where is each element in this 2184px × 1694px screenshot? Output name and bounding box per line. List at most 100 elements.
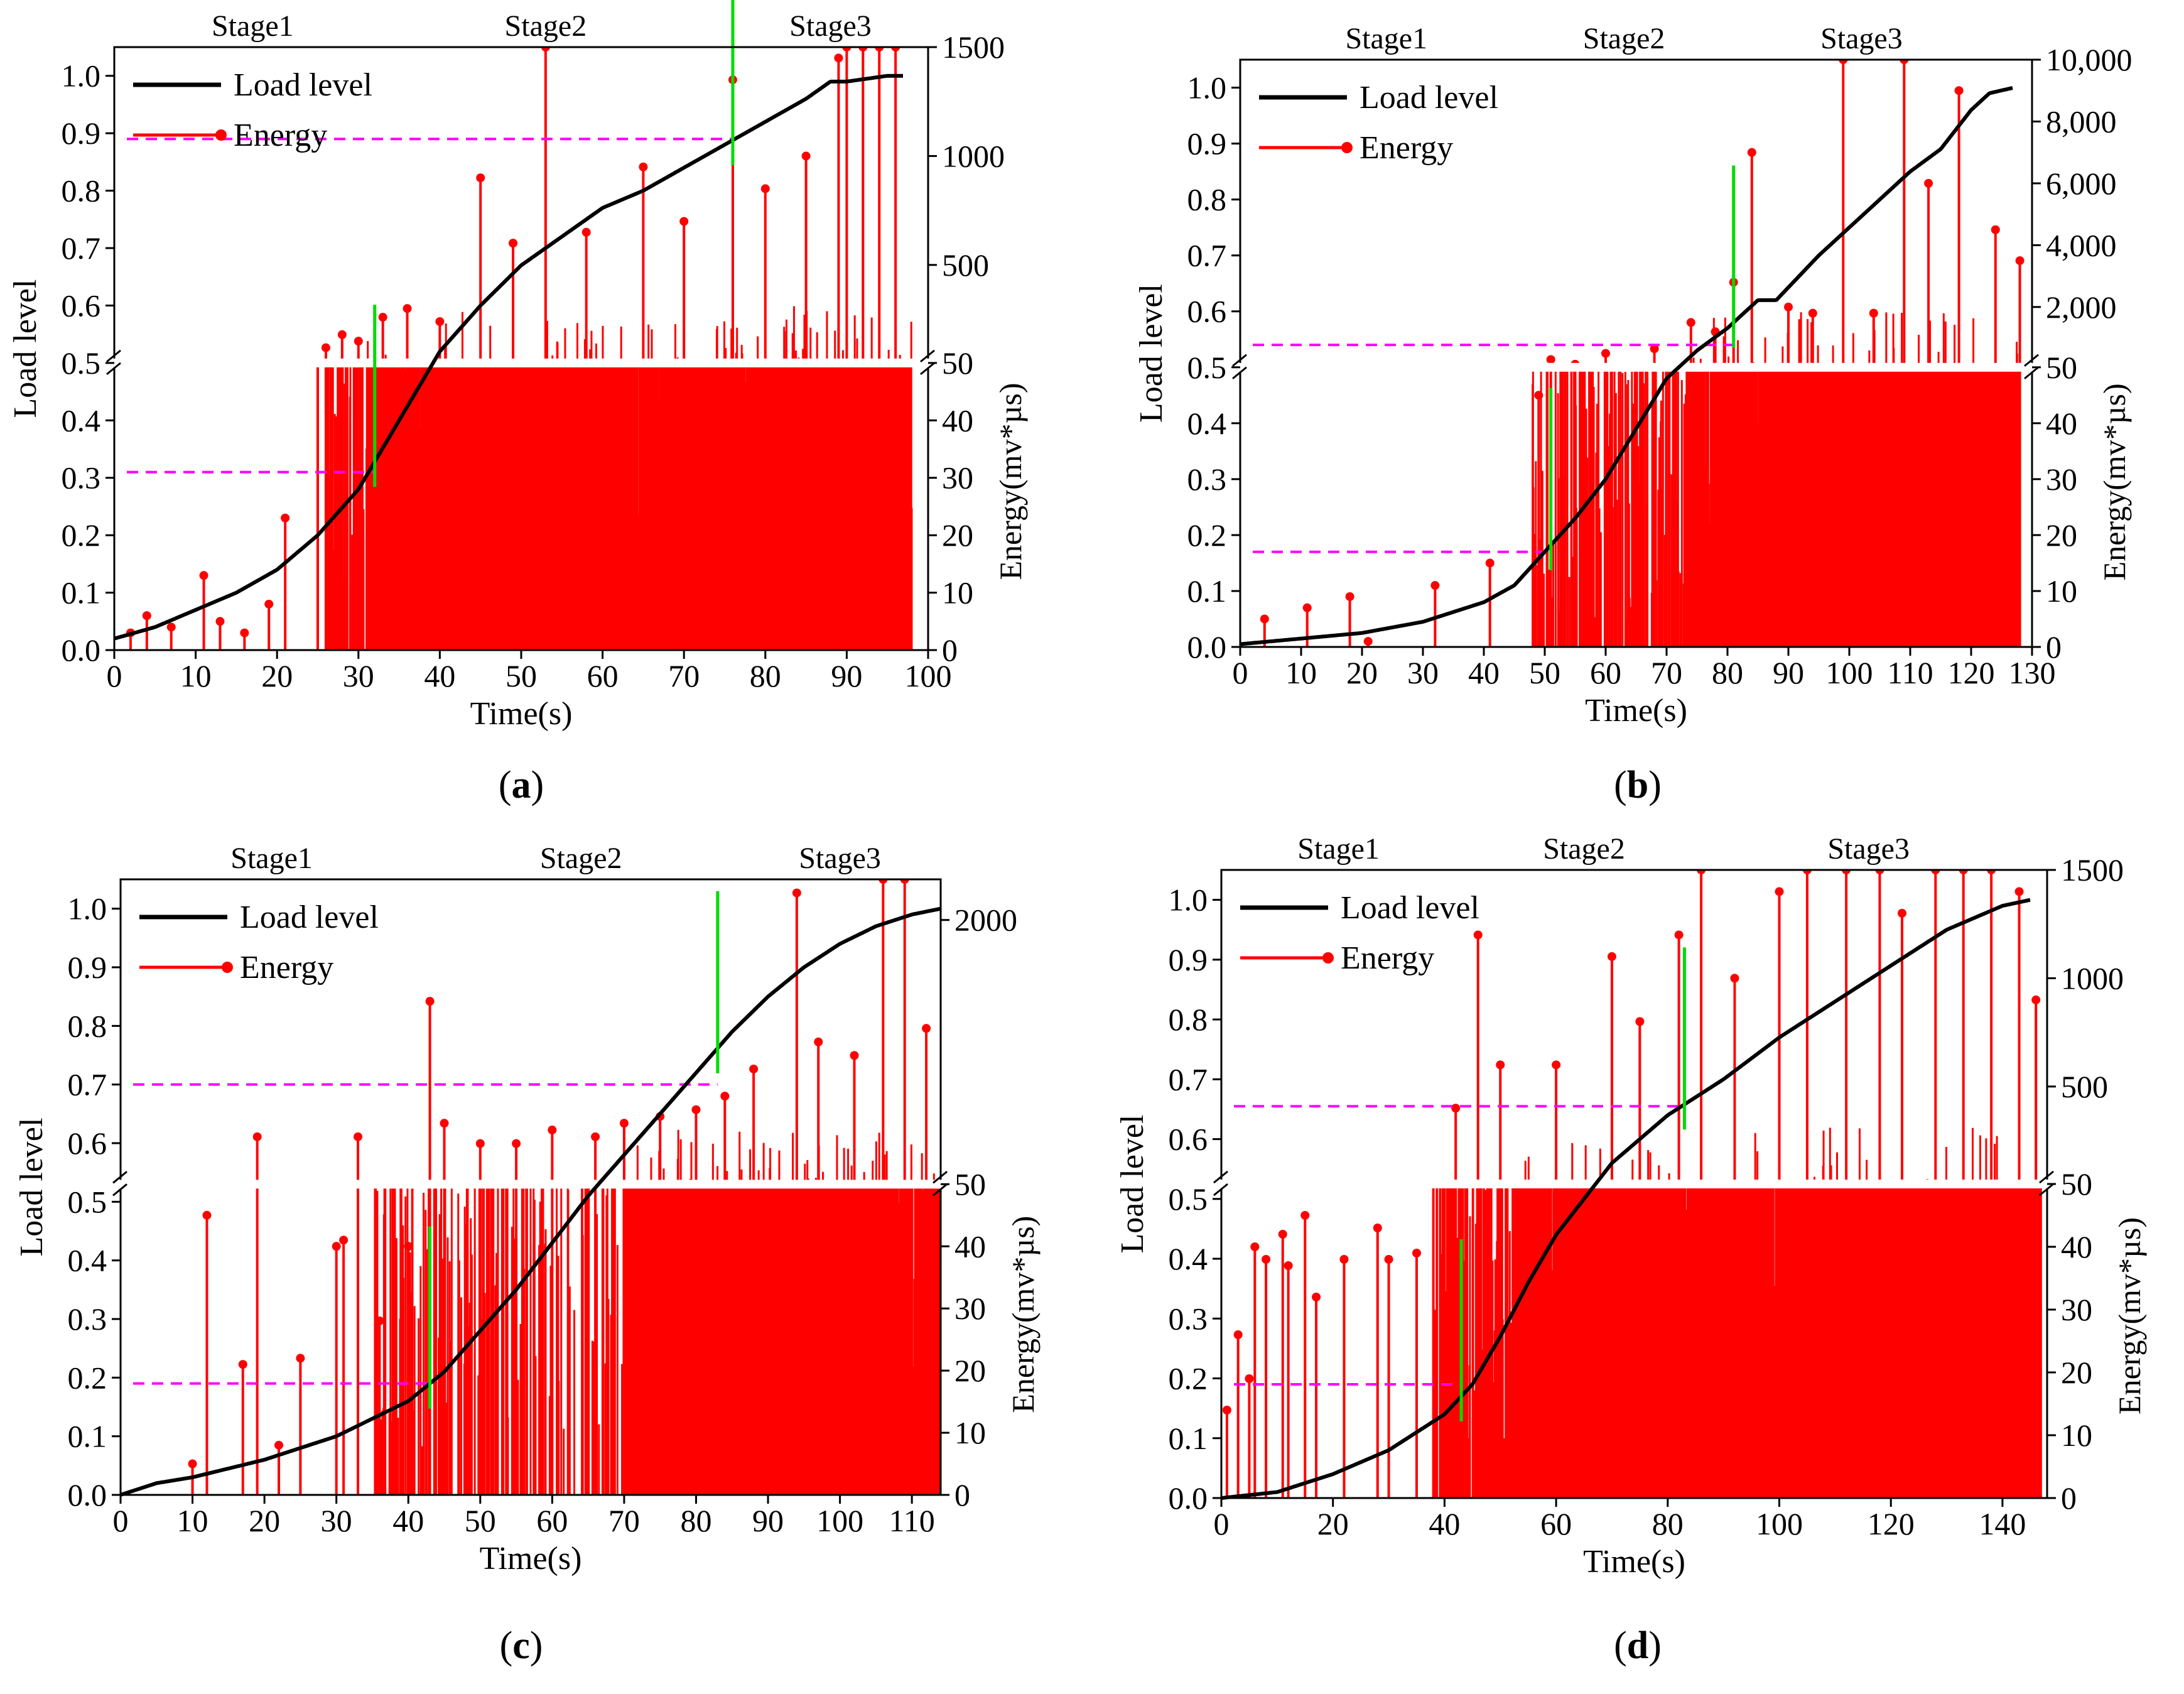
- y-tick-label-right: 20: [942, 518, 973, 553]
- caption-close-paren: ): [1648, 764, 1662, 806]
- y-tick-label-right-upper: 1000: [942, 138, 1005, 173]
- energy-point: [1784, 302, 1793, 312]
- y-tick-label-right: 0: [2061, 1480, 2077, 1516]
- energy-point: [1924, 178, 1933, 188]
- energy-point: [1363, 637, 1373, 646]
- energy-point: [1496, 1060, 1505, 1070]
- energy-point: [215, 617, 225, 626]
- energy-point: [332, 1242, 341, 1251]
- y-tick-label-right: 20: [954, 1353, 986, 1388]
- y-axis-label-right: Energy(mv*µs): [993, 383, 1028, 580]
- y-tick-label-left: 1.0: [1187, 70, 1227, 106]
- axis-break-band: [114, 358, 943, 367]
- energy-point: [1607, 952, 1616, 961]
- y-tick-label-left: 0.6: [1187, 294, 1227, 329]
- break-mark: [2024, 354, 2039, 367]
- energy-point: [691, 1105, 701, 1114]
- energy-point: [1897, 908, 1906, 918]
- energy-point: [142, 611, 151, 621]
- stage-label: Stage3: [789, 9, 872, 43]
- panel-caption: (d): [1614, 1624, 1662, 1667]
- legend-energy-label: Energy: [234, 117, 327, 153]
- energy-point: [476, 173, 485, 183]
- energy-point: [378, 313, 387, 322]
- energy-point: [1260, 614, 1269, 624]
- energy-dense-stems: [374, 1129, 941, 1495]
- break-mark: [112, 1171, 127, 1184]
- y-tick-label-left: 1.0: [68, 891, 107, 926]
- y-tick-label-right-upper: 10,000: [2046, 42, 2133, 77]
- x-tick-label: 0: [1233, 655, 1248, 690]
- energy-point: [720, 1092, 730, 1101]
- y-tick-label-left: 0.6: [62, 288, 101, 323]
- y-tick-label-right: 0: [954, 1477, 970, 1512]
- x-tick-label: 40: [1468, 655, 1500, 690]
- break-mark: [1213, 1170, 1228, 1184]
- energy-point: [900, 879, 909, 884]
- energy-point: [760, 184, 770, 193]
- axis-break-band: [121, 1180, 956, 1189]
- energy-point: [1775, 887, 1784, 896]
- y-tick-label-right: 10: [942, 575, 973, 611]
- energy-point: [1552, 1060, 1561, 1070]
- y-tick-label-left: 0.7: [1169, 1061, 1208, 1097]
- energy-point: [166, 622, 176, 632]
- energy-point: [639, 162, 648, 171]
- legend-load-label: Load level: [1360, 80, 1498, 116]
- legend-energy-marker: [1322, 952, 1334, 964]
- energy-point: [1222, 1406, 1231, 1414]
- energy-point: [834, 53, 843, 63]
- x-tick-label: 80: [1652, 1506, 1684, 1541]
- energy-point: [1284, 1261, 1293, 1270]
- x-tick-label: 100: [816, 1503, 863, 1538]
- panel-d: 0 20 40 60 80 100 120 1400.00.10.20.30.40.50.60…: [1115, 832, 2147, 1667]
- energy-point: [1601, 349, 1610, 358]
- y-tick-label-left: 0.2: [62, 518, 101, 553]
- y-tick-label-left: 0.8: [1169, 1002, 1208, 1037]
- y-tick-label-right: 20: [2061, 1355, 2092, 1390]
- y-tick-label-left: 0.1: [62, 575, 101, 611]
- y-tick-label-right-upper: 1500: [942, 30, 1005, 65]
- energy-point: [1869, 308, 1878, 318]
- left-spine-gap: [118, 1180, 123, 1189]
- x-tick-label: 80: [750, 658, 781, 693]
- y-tick-label-right-upper: 4,000: [2046, 227, 2117, 263]
- legend-energy-label: Energy: [1341, 940, 1434, 976]
- x-tick-label: 100: [1826, 655, 1873, 690]
- energy-point: [403, 304, 412, 313]
- stage-label: Stage3: [1827, 832, 1910, 866]
- energy-point: [1686, 318, 1695, 327]
- x-tick-label: 20: [1317, 1506, 1349, 1541]
- energy-point: [440, 1119, 449, 1128]
- x-tick-label: 40: [392, 1503, 424, 1538]
- left-spine-gap: [1219, 1180, 1224, 1188]
- energy-point: [354, 1132, 363, 1141]
- energy-point: [2015, 256, 2025, 265]
- y-tick-label-left: 0.4: [68, 1243, 107, 1278]
- energy-point: [548, 1126, 557, 1135]
- stage-label: Stage1: [230, 842, 313, 875]
- y-tick-label-left: 0.2: [1187, 518, 1227, 553]
- energy-point: [188, 1459, 197, 1469]
- y-tick-label-left: 0.6: [68, 1126, 107, 1161]
- y-tick-label-left: 0.9: [68, 950, 107, 985]
- energy-point: [1747, 148, 1756, 157]
- axis-break-band: [1221, 1180, 2062, 1188]
- break-mark: [1232, 366, 1247, 379]
- plot-area: [126, 47, 913, 650]
- energy-point: [749, 1064, 759, 1073]
- panel-a: 0 10 20 30 40 50 60 70 80 90 1000.00.10.20.30.40.5…: [8, 0, 1028, 806]
- y-axis-label-right: Energy(mv*µs): [2112, 1217, 2147, 1414]
- panel-c: 0 10 20 30 40 50 60 70 80 90 100 1100.00.10.20.30.4…: [14, 842, 1041, 1667]
- x-tick-label: 60: [536, 1503, 568, 1538]
- energy-point: [850, 1051, 859, 1060]
- y-tick-label-left: 0.7: [1187, 238, 1227, 273]
- stage-label: Stage1: [1297, 832, 1380, 866]
- x-tick-label: 90: [831, 658, 862, 693]
- energy-point: [541, 47, 550, 52]
- x-tick-label: 70: [608, 1503, 640, 1538]
- x-axis-label: Time(s): [1583, 1544, 1685, 1580]
- panel-caption: (c): [500, 1624, 543, 1667]
- stage-label: Stage1: [212, 9, 294, 43]
